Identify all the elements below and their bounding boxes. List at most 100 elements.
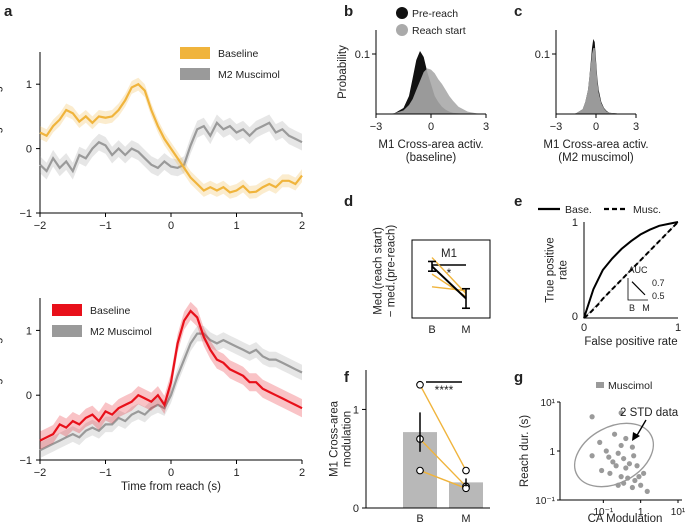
chart-b-xlabel-0: M1 Cross-area activ.: [378, 139, 483, 151]
chart-d-xtick-label: B: [428, 324, 435, 336]
chart-f-animal-line: [419, 384, 467, 471]
chart-a-top-xtick-label: −2: [34, 220, 47, 232]
chart-g-point: [629, 484, 635, 491]
chart-a-bottom-legend-label: Baseline: [90, 305, 130, 317]
chart-g-point: [610, 459, 616, 465]
chart-f-ytick-label: 0: [353, 503, 359, 515]
chart-g-point: [644, 488, 650, 494]
chart-b-ytick-label: 0.1: [355, 49, 370, 61]
chart-g-xtick-label: 1: [638, 507, 644, 518]
chart-a-bottom-xtick-label: 1: [233, 467, 239, 479]
chart-g-point: [623, 465, 629, 471]
chart-a-bottom-ylabel-0: Local signal mag.: [0, 334, 3, 424]
chart-g-point: [621, 480, 627, 486]
chart-b-legend-label: Pre-reach: [412, 8, 458, 20]
chart-g-point: [589, 453, 595, 459]
chart-a-top-ytick-label: 0: [26, 144, 32, 156]
chart-d-mean-line: [431, 265, 467, 300]
chart-b-xtick-label: 3: [483, 121, 489, 133]
chart-b-legend-label: Reach start: [412, 25, 466, 37]
chart-f-significance: ****: [435, 383, 454, 397]
chart-d-ylabel-0: Med.(reach start): [373, 227, 385, 315]
panel-b-letter: b: [344, 3, 353, 20]
chart-a-top-xtick-label: 2: [299, 220, 305, 232]
chart-b-dist-1: [376, 68, 486, 114]
chart-b-xtick-label: −3: [370, 121, 383, 133]
chart-e-series-musc: [583, 221, 679, 319]
chart-c-ytick-label: 0.1: [535, 49, 550, 61]
chart-e-xtick-label: 0: [581, 322, 587, 334]
chart-g-point: [638, 482, 644, 488]
chart-g-point: [623, 435, 629, 442]
chart-g-arrow-head: [632, 432, 640, 441]
chart-e-xlabel: False positive rate: [584, 336, 677, 348]
chart-c-xlabel-1: (M2 muscimol): [558, 152, 634, 164]
chart-f-ylabel-0: M1 Cross-area: [329, 400, 341, 477]
chart-a-bottom-ytick-label: 1: [26, 325, 32, 337]
chart-a-top-series-1: [39, 120, 303, 174]
chart-g-point: [615, 450, 621, 456]
chart-d-animal-line: [431, 286, 467, 292]
chart-g-point: [618, 410, 624, 416]
chart-e-xtick-label: 1: [675, 322, 681, 334]
chart-e-inset-line: [631, 281, 646, 296]
chart-g-xlabel: CA Modulation: [588, 513, 663, 525]
chart-d-frame: [411, 239, 491, 319]
chart-g-point: [611, 431, 618, 437]
chart-e-axes: [583, 222, 678, 319]
chart-g-annotation: 2 STD data: [620, 407, 679, 419]
chart-g-point: [607, 470, 613, 476]
chart-a-bottom-legend-swatch: [52, 325, 82, 337]
chart-g-legend-label: Muscimol: [608, 380, 652, 392]
chart-a-top-series-0: [39, 82, 303, 194]
chart-d-significance: *: [447, 266, 452, 280]
chart-a-bottom-xlabel: Time from reach (s): [121, 481, 221, 493]
chart-e-legend-label: Base.: [565, 204, 592, 216]
chart-a-bottom-xtick-label: −2: [34, 467, 47, 479]
chart-g-point: [626, 461, 633, 467]
chart-f-ylabel-1: modulation: [342, 411, 354, 467]
chart-c-xtick-label: −3: [550, 121, 563, 133]
chart-b-ylabel-0: Probability: [337, 45, 349, 99]
chart-g-arrow-line: [635, 419, 647, 438]
chart-a-bottom-ytick-label: 0: [26, 390, 32, 402]
chart-a-top-legend-swatch: [180, 68, 210, 80]
chart-g-point: [636, 474, 642, 480]
chart-e-ytick-label: 0: [572, 311, 578, 323]
chart-c-xlabel-0: M1 Cross-area activ.: [543, 139, 648, 151]
panel-e-letter: e: [514, 193, 522, 210]
chart-g-point: [625, 475, 631, 481]
chart-a-top-xtick-label: −1: [99, 220, 112, 232]
chart-g-point: [621, 455, 627, 462]
chart-a-top-legend-swatch: [180, 47, 210, 59]
chart-e-ytick-label: 1: [572, 217, 578, 229]
chart-a-bottom-legend-swatch: [52, 304, 82, 316]
panel-f-letter: f: [344, 369, 350, 386]
chart-f-animal-point: [416, 380, 424, 389]
chart-e-legend-label: Musc.: [633, 204, 661, 216]
chart-b-legend-dot: [396, 7, 408, 19]
chart-a-bottom-ytick-label: −1: [19, 455, 32, 467]
chart-a-bottom-series-1: [39, 332, 303, 452]
chart-e-inset-ytick: 0.7: [652, 278, 665, 288]
chart-f-xtick-label: B: [416, 513, 423, 525]
chart-a-top-band-1: [40, 114, 302, 180]
chart-b-legend-dot: [396, 24, 408, 36]
chart-g-point: [613, 463, 619, 469]
panel-g-letter: g: [514, 369, 523, 386]
chart-f-animal-point: [462, 466, 470, 475]
chart-a-top-legend-label: M2 Muscimol: [218, 69, 280, 81]
chart-e-ylabel-0: True positive: [545, 237, 557, 302]
chart-a-top-ytick-label: −1: [19, 208, 32, 220]
chart-g-xtick-label: 10⁻¹: [593, 507, 613, 518]
chart-e-series-base: [583, 221, 679, 319]
chart-g-point: [597, 439, 603, 445]
chart-g-point: [603, 448, 609, 454]
chart-g-point: [631, 453, 637, 459]
chart-d-ylabel-1: − med.(pre-reach): [386, 225, 398, 318]
chart-f-animal-point: [416, 466, 424, 475]
chart-b-xtick-label: 0: [428, 121, 434, 133]
chart-a-top-legend-label: Baseline: [218, 48, 258, 60]
chart-d-xtick-label: M: [461, 324, 470, 336]
